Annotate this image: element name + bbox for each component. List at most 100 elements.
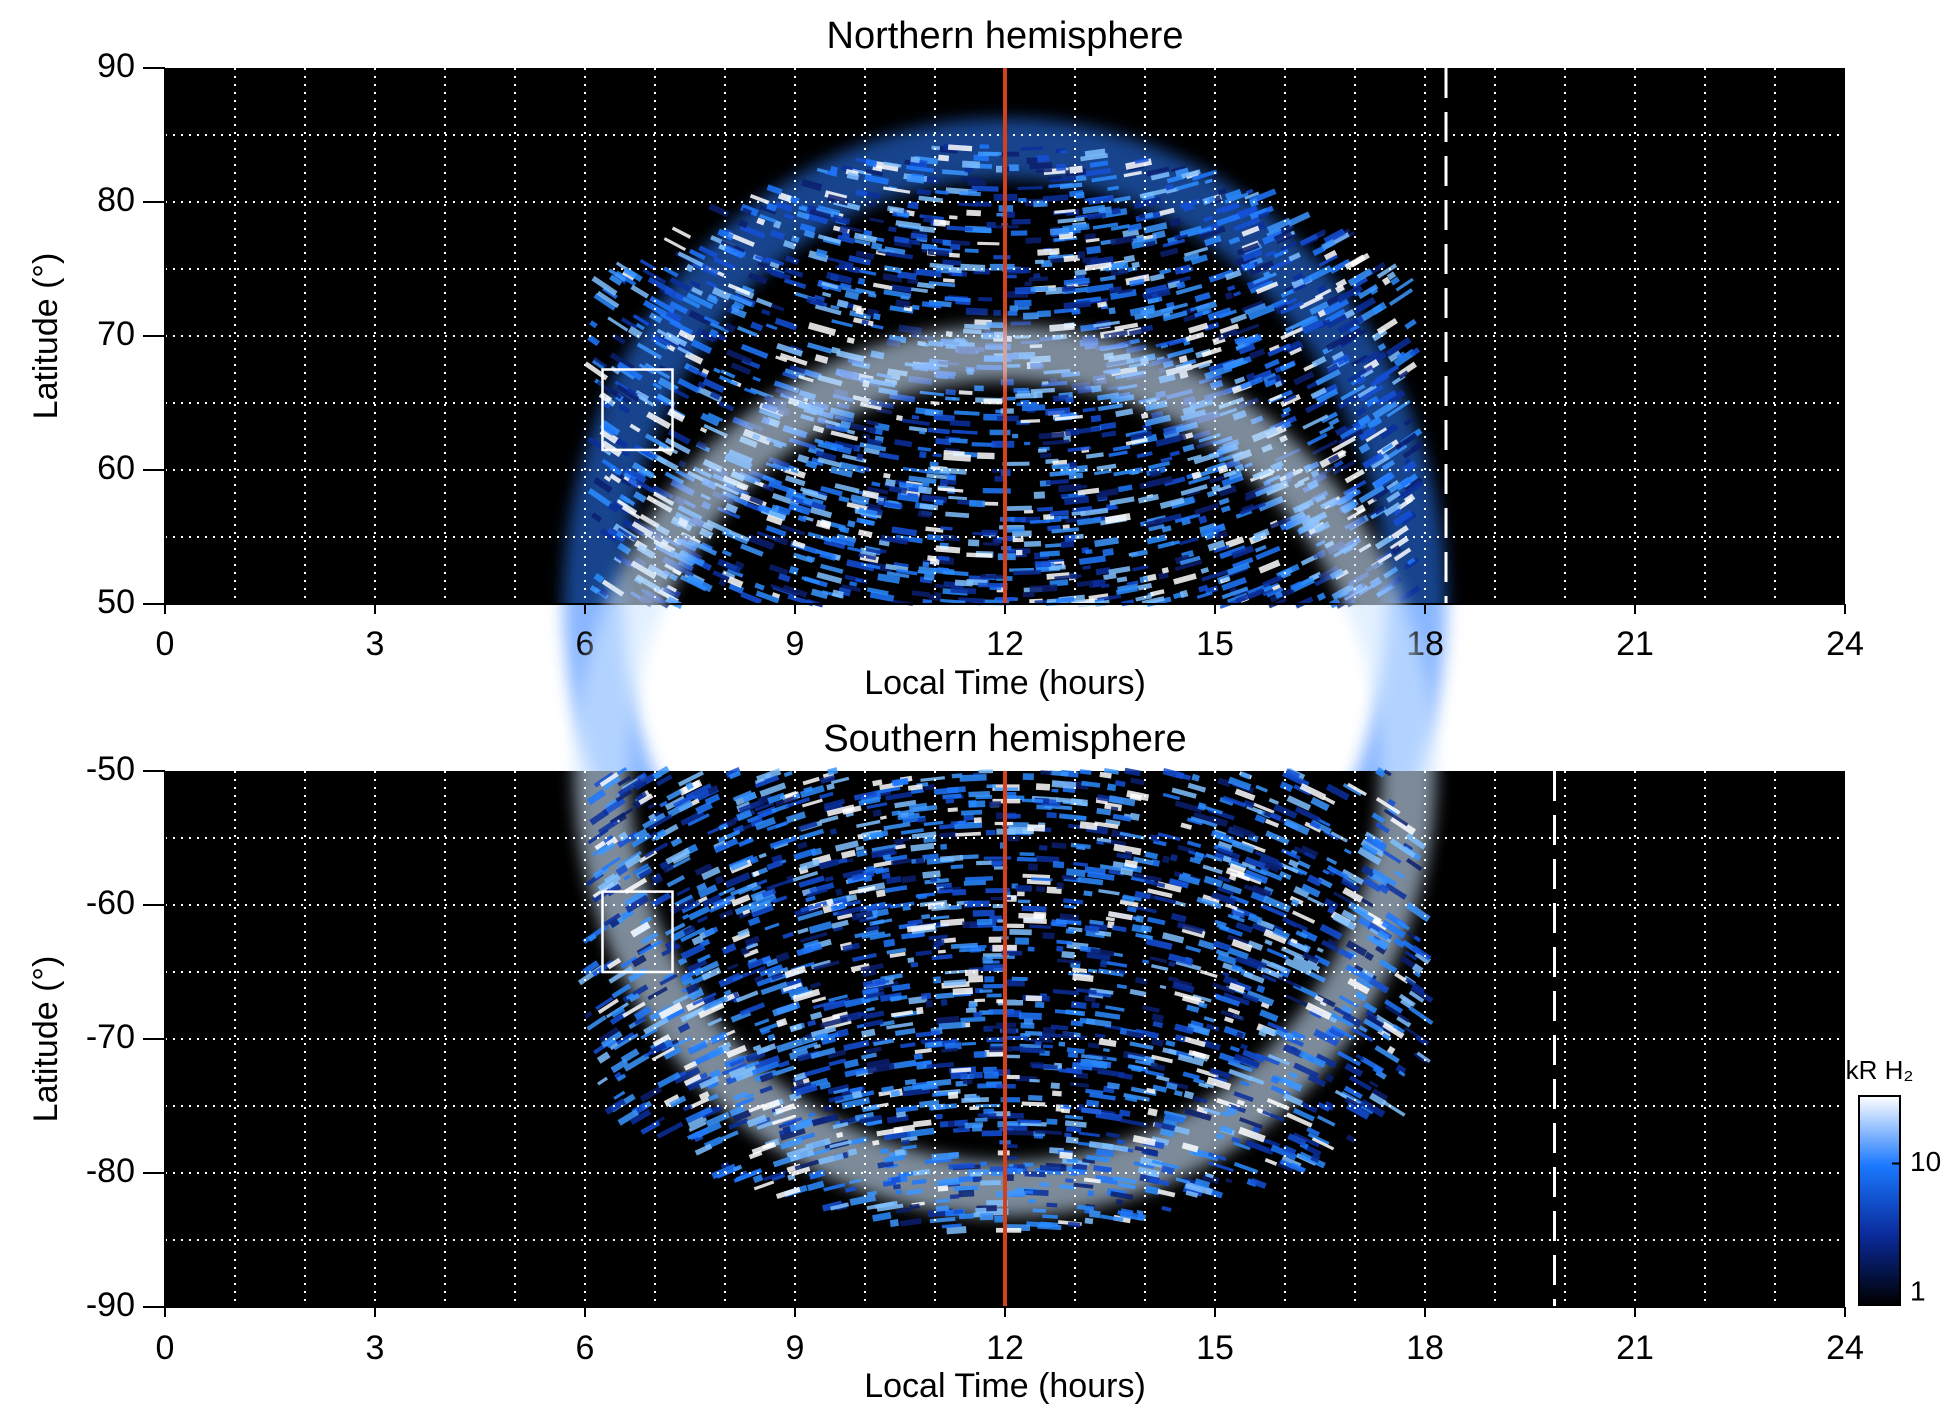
emission-streak: [809, 208, 832, 220]
emission-streak: [831, 589, 844, 599]
emission-streak: [754, 255, 771, 264]
emission-streak: [960, 263, 986, 272]
emission-streak: [1137, 1166, 1160, 1178]
emission-streak: [878, 1088, 903, 1097]
emission-streak: [807, 322, 837, 336]
emission-streak: [1161, 1205, 1172, 1212]
emission-streak: [634, 444, 657, 460]
emission-streak: [1094, 1011, 1121, 1020]
emission-streak: [1089, 160, 1109, 168]
emission-streak: [608, 268, 626, 282]
emission-streak: [601, 856, 621, 871]
emission-streak: [1233, 1161, 1259, 1174]
emission-streak: [1011, 218, 1031, 225]
emission-streak: [934, 592, 942, 597]
emission-streak: [1374, 364, 1400, 383]
emission-streak: [946, 225, 973, 232]
emission-streak: [1051, 527, 1080, 534]
emission-streak: [1375, 821, 1390, 834]
emission-streak: [797, 927, 809, 935]
emission-streak: [1229, 894, 1250, 906]
emission-streak: [1383, 501, 1402, 517]
emission-streak: [897, 809, 915, 818]
emission-streak: [761, 888, 777, 898]
emission-streak: [1215, 1132, 1225, 1140]
emission-streak: [890, 1010, 914, 1018]
emission-streak: [845, 894, 858, 902]
emission-streak: [593, 572, 605, 584]
emission-streak: [823, 1182, 846, 1192]
emission-streak: [620, 449, 630, 458]
emission-streak: [1266, 1138, 1281, 1148]
emission-streak: [659, 800, 668, 808]
emission-streak: [707, 1017, 723, 1027]
emission-streak: [717, 829, 741, 843]
emission-streak: [669, 277, 691, 292]
emission-streak: [883, 186, 911, 194]
emission-streak: [773, 535, 789, 546]
emission-streak: [1185, 1190, 1199, 1198]
emission-streak: [596, 290, 620, 308]
emission-streak: [933, 787, 959, 795]
emission-streak: [1004, 274, 1017, 279]
emission-streak: [1114, 322, 1139, 332]
emission-streak: [1193, 451, 1220, 465]
emission-streak: [623, 874, 631, 881]
emission-streak: [1354, 990, 1368, 1002]
emission-streak: [1065, 1136, 1079, 1144]
emission-streak: [1411, 963, 1424, 975]
emission-streak: [622, 518, 647, 537]
emission-streak: [1381, 1100, 1406, 1117]
emission-streak: [1248, 1075, 1265, 1086]
emission-streak: [790, 235, 800, 243]
chart-title: Southern hemisphere: [823, 718, 1186, 760]
emission-streak: [735, 990, 759, 1003]
emission-streak: [1039, 550, 1060, 558]
emission-streak: [808, 250, 829, 263]
emission-streak: [961, 1097, 989, 1103]
emission-streak: [1054, 574, 1082, 581]
emission-streak: [931, 145, 941, 151]
emission-streak: [888, 226, 897, 233]
emission-streak: [1225, 1106, 1238, 1116]
emission-streak: [883, 265, 902, 274]
emission-streak: [643, 1016, 670, 1035]
emission-streak: [1263, 928, 1288, 945]
emission-streak: [1192, 994, 1212, 1003]
emission-streak: [1076, 516, 1102, 526]
emission-streak: [1055, 596, 1075, 603]
emission-streak: [1128, 327, 1149, 337]
emission-streak: [784, 267, 804, 278]
emission-streak: [866, 1201, 895, 1210]
x-tick-label: 24: [1826, 1329, 1864, 1367]
emission-streak: [1234, 956, 1263, 971]
emission-streak: [1312, 439, 1339, 455]
emission-streak: [828, 994, 848, 1003]
emission-streak: [1330, 831, 1348, 843]
emission-streak: [713, 256, 736, 271]
emission-streak: [718, 972, 742, 988]
emission-streak: [953, 1209, 964, 1214]
emission-streak: [751, 885, 762, 892]
emission-streak: [589, 809, 609, 826]
emission-streak: [613, 1033, 639, 1051]
emission-streak: [1112, 444, 1131, 452]
emission-streak: [890, 1090, 901, 1097]
emission-streak: [1149, 469, 1162, 478]
emission-streak: [1051, 842, 1067, 849]
emission-streak: [953, 1185, 979, 1192]
emission-streak: [1183, 246, 1209, 257]
emission-streak: [1029, 519, 1050, 524]
emission-streak: [1293, 885, 1310, 899]
emission-streak: [711, 1163, 737, 1180]
emission-streak: [1204, 178, 1213, 185]
emission-streak: [927, 534, 945, 542]
emission-streak: [606, 883, 622, 897]
emission-streak: [754, 777, 765, 784]
emission-streak: [788, 502, 811, 516]
emission-streak: [586, 1015, 607, 1031]
emission-streak: [609, 473, 622, 484]
emission-streak: [739, 1170, 748, 1177]
emission-streak: [661, 943, 681, 957]
